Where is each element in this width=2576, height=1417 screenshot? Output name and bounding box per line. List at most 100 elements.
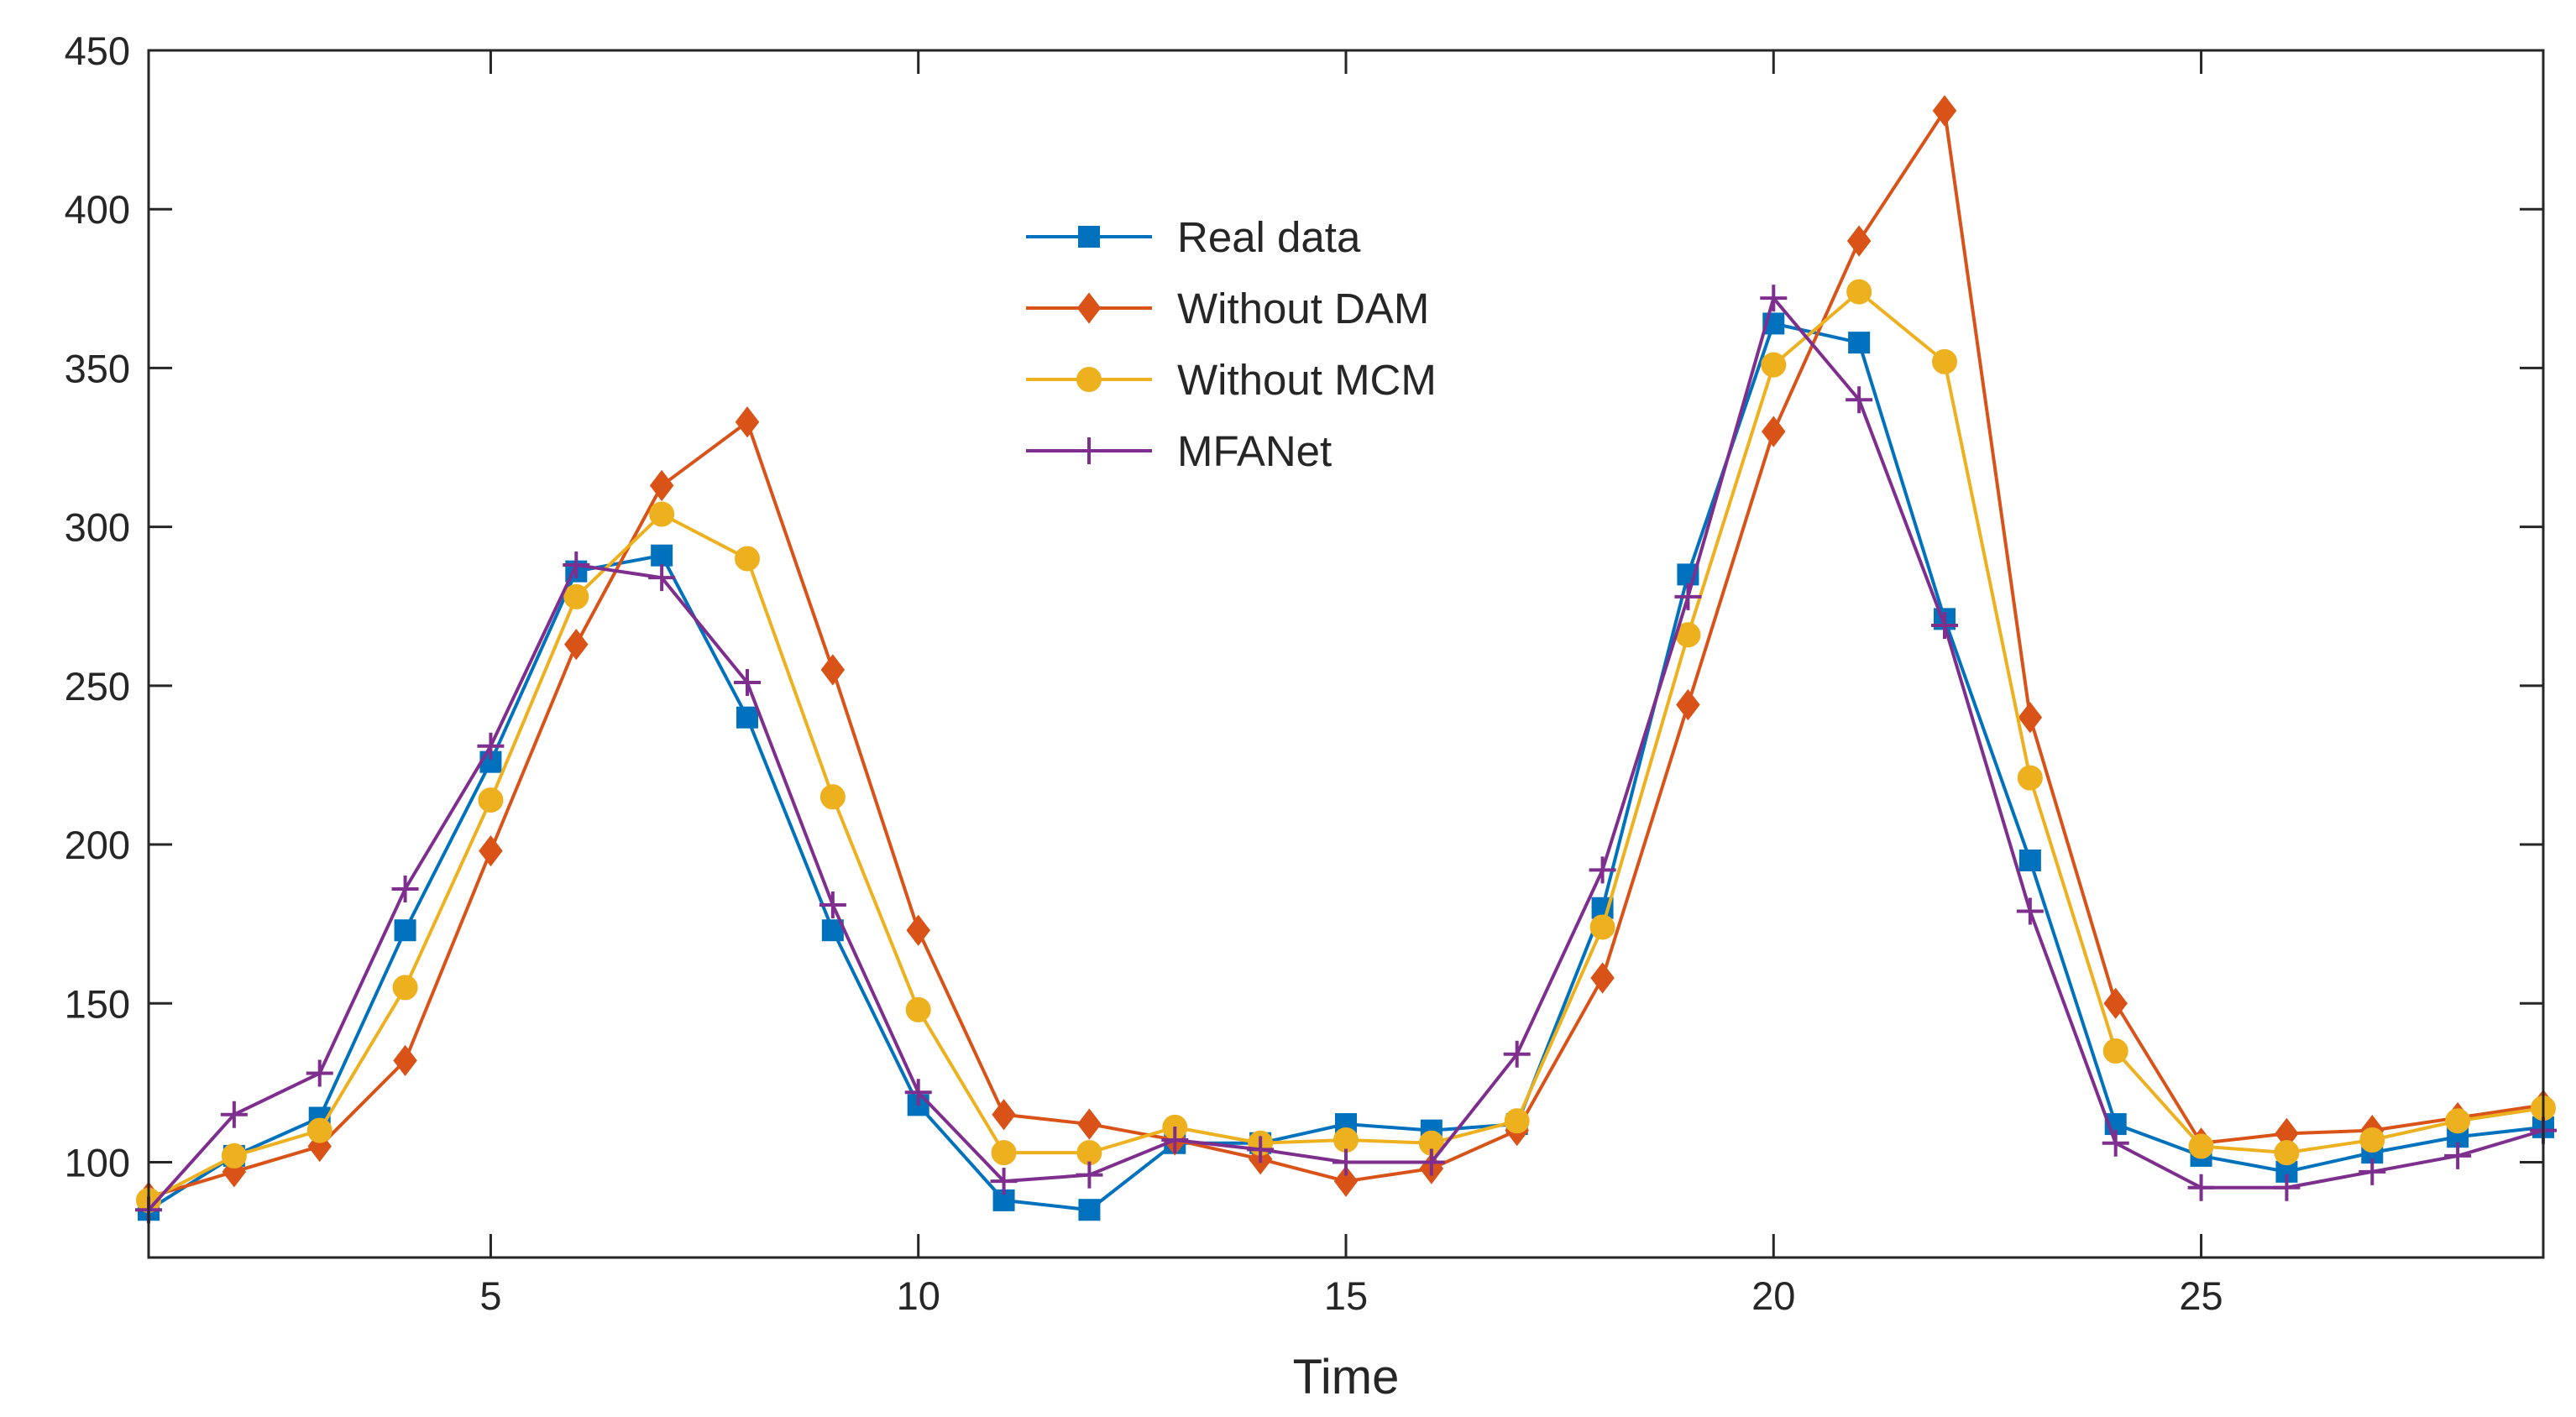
legend-label-real-data: Real data — [1177, 213, 1361, 261]
data-point-without-mcm — [735, 546, 760, 572]
data-point-mfanet — [1161, 1126, 1189, 1153]
data-point-mfanet — [1333, 1148, 1359, 1176]
data-point-mfanet — [734, 669, 761, 697]
data-point-real-data — [736, 706, 758, 729]
axis-ticks: 5 10 15 20 25 100 150 200 250 300 350 400 450 — [65, 29, 2543, 1318]
data-point-mfanet — [1417, 1148, 1445, 1176]
series-line-mfanet — [147, 296, 2544, 1211]
y-tick-label: 150 — [65, 981, 130, 1026]
data-point-without-mcm — [2017, 765, 2043, 791]
series-real-data — [138, 312, 2554, 1221]
y-tick-label: 300 — [65, 505, 130, 550]
data-point-without-mcm — [2188, 1133, 2214, 1159]
data-point-mfanet — [220, 1101, 248, 1128]
y-tick-label: 100 — [65, 1140, 130, 1184]
data-point-without-mcm — [1076, 1140, 1102, 1166]
data-point-without-dam — [1932, 95, 1957, 127]
data-point-mfanet — [819, 891, 846, 918]
data-point-without-mcm — [1333, 1127, 1359, 1153]
x-tick-label: 5 — [479, 1273, 501, 1318]
data-point-mfanet — [990, 1168, 1018, 1195]
data-point-real-data — [1078, 1199, 1101, 1221]
data-point-without-mcm — [392, 975, 418, 1001]
data-point-without-mcm — [1761, 352, 1787, 378]
data-point-without-mcm — [819, 784, 846, 810]
data-point-mfanet — [2016, 897, 2044, 925]
data-point-without-mcm — [306, 1117, 332, 1143]
data-point-mfanet — [2273, 1174, 2301, 1201]
data-point-without-mcm — [991, 1140, 1017, 1166]
data-point-mfanet — [1589, 856, 1616, 884]
data-point-without-mcm — [2102, 1038, 2128, 1064]
data-point-mfanet — [1674, 583, 1702, 610]
legend-marker-without-mcm — [1076, 367, 1102, 392]
data-point-without-mcm — [563, 583, 589, 609]
data-point-without-dam — [735, 406, 760, 438]
data-point-mfanet — [1931, 611, 1958, 639]
data-point-without-dam — [564, 629, 589, 661]
legend-marker-without-dam — [1076, 292, 1102, 324]
legend-label-without-mcm: Without MCM — [1177, 356, 1437, 404]
legend-entry-without-mcm: Without MCM — [1026, 356, 1437, 404]
y-tick-label: 250 — [65, 664, 130, 708]
series-mfanet — [135, 285, 2557, 1224]
data-point-without-dam — [479, 834, 503, 867]
data-point-without-dam — [1846, 225, 1872, 257]
legend-marker-mfanet — [1076, 437, 1102, 464]
data-point-without-mcm — [1932, 348, 1957, 374]
x-axis-title: Time — [1293, 1350, 1400, 1404]
series-line-without-mcm — [148, 290, 2544, 1202]
x-tick-label: 25 — [2179, 1273, 2223, 1318]
data-point-real-data — [651, 544, 673, 567]
x-tick-label: 20 — [1751, 1273, 1795, 1318]
x-tick-label: 15 — [1324, 1273, 1368, 1318]
data-point-without-mcm — [221, 1142, 247, 1169]
data-point-without-dam — [649, 469, 674, 502]
data-point-real-data — [394, 919, 416, 942]
y-tick-label: 200 — [65, 823, 130, 867]
data-point-without-mcm — [2359, 1127, 2385, 1153]
data-point-without-dam — [1762, 416, 1786, 447]
series-layer — [135, 95, 2557, 1224]
data-point-without-dam — [992, 1099, 1016, 1131]
y-tick-label: 400 — [65, 187, 130, 232]
data-point-without-dam — [2018, 702, 2043, 734]
data-point-without-dam — [906, 914, 930, 946]
data-point-mfanet — [2444, 1142, 2472, 1169]
legend: Real data Without DAM Without MCM MFANet — [1026, 213, 1437, 475]
data-point-without-mcm — [1504, 1108, 1530, 1134]
legend-entry-mfanet: MFANet — [1026, 427, 1332, 475]
data-point-mfanet — [2359, 1158, 2386, 1185]
data-point-without-mcm — [1589, 914, 1615, 940]
data-point-without-dam — [1333, 1165, 1359, 1197]
data-point-without-mcm — [2445, 1108, 2471, 1134]
data-point-mfanet — [1846, 386, 1873, 414]
data-point-mfanet — [2187, 1174, 2215, 1201]
legend-entry-real-data: Real data — [1026, 213, 1361, 261]
legend-entry-without-dam: Without DAM — [1026, 285, 1429, 332]
data-point-without-mcm — [649, 501, 675, 527]
series-without-dam — [136, 95, 2556, 1213]
data-point-without-dam — [2103, 987, 2128, 1019]
data-point-mfanet — [1760, 285, 1788, 312]
series-line-without-dam — [148, 108, 2544, 1200]
data-point-mfanet — [904, 1079, 932, 1106]
legend-marker-real-data — [1078, 226, 1100, 248]
data-point-without-dam — [1590, 962, 1615, 994]
data-point-without-mcm — [478, 787, 504, 813]
data-point-real-data — [2018, 849, 2041, 871]
x-tick-label: 10 — [897, 1273, 940, 1318]
data-point-mfanet — [2102, 1129, 2129, 1157]
data-point-without-dam — [820, 654, 846, 686]
legend-label-mfanet: MFANet — [1177, 427, 1332, 475]
data-point-mfanet — [477, 732, 505, 760]
data-point-without-dam — [1077, 1108, 1102, 1140]
data-point-mfanet — [648, 564, 676, 592]
data-point-without-mcm — [905, 996, 931, 1022]
data-point-real-data — [1848, 332, 1871, 354]
data-point-mfanet — [391, 876, 419, 903]
data-point-without-mcm — [1846, 279, 1872, 305]
data-point-mfanet — [306, 1059, 333, 1087]
data-point-without-mcm — [2274, 1140, 2300, 1166]
